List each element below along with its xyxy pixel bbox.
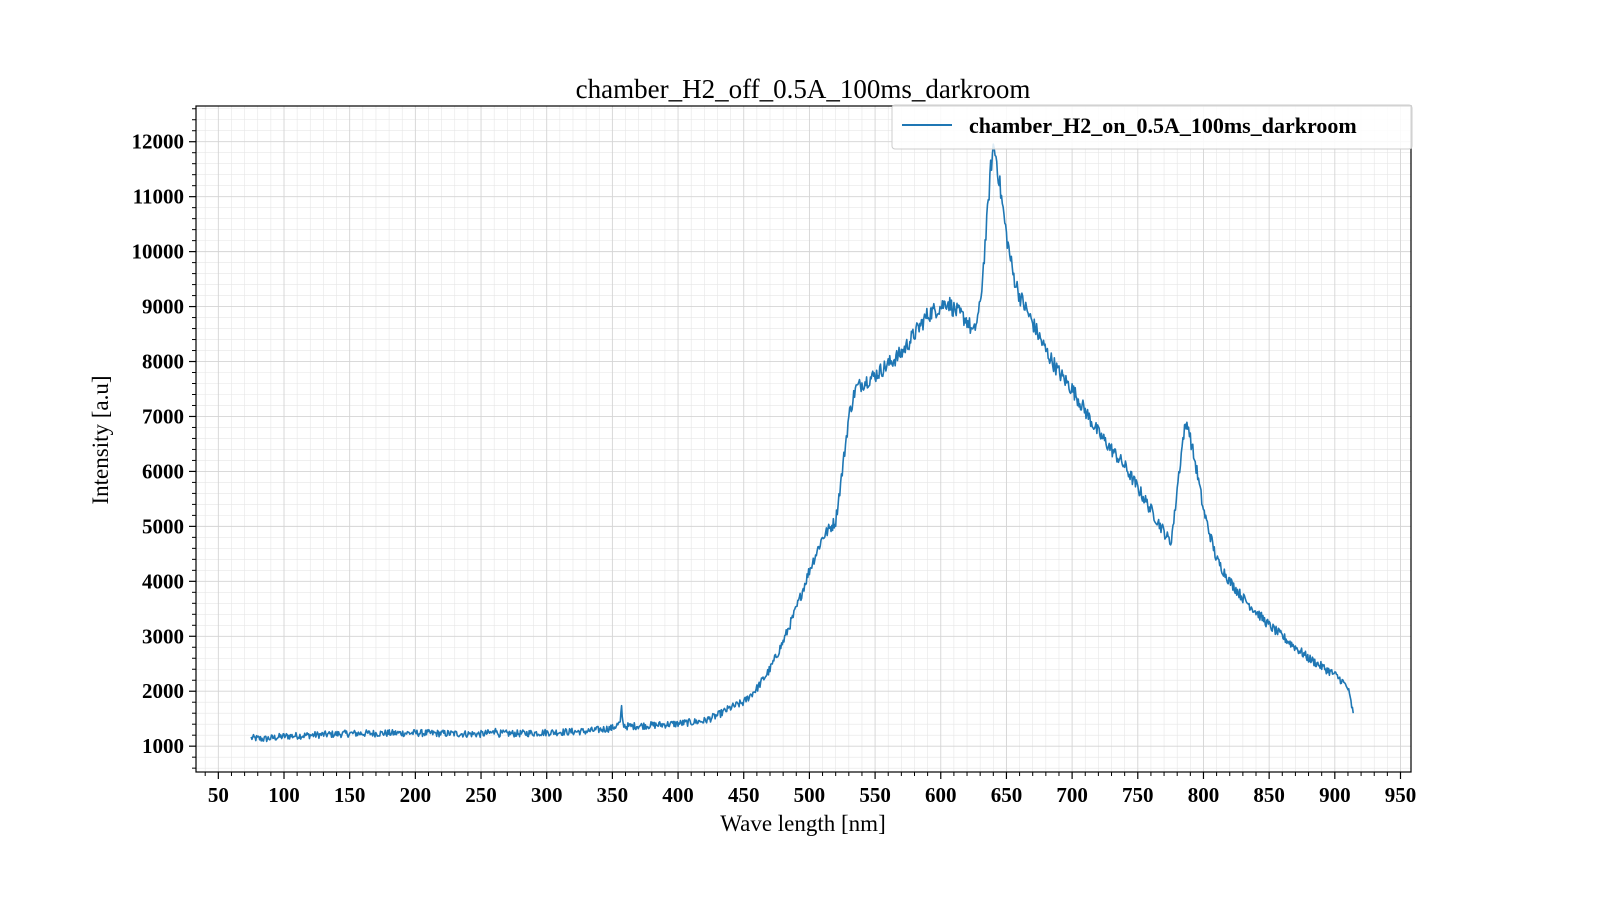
legend-entry-label: chamber_H2_on_0.5A_100ms_darkroom <box>969 113 1357 138</box>
x-tick-label: 400 <box>662 783 694 807</box>
x-axis-label: Wave length [nm] <box>720 811 885 836</box>
x-tick-label: 250 <box>465 783 497 807</box>
tick-labels: 50 100 150 200 250 300 350 400 450 500 550 600 650 70… <box>132 130 1417 807</box>
y-tick-label: 11000 <box>133 185 184 209</box>
x-tick-label: 200 <box>400 783 432 807</box>
legend-box <box>891 104 1413 150</box>
plot-area: 50 100 150 200 250 300 350 400 450 500 550 600 650 70… <box>132 105 1417 807</box>
chart-title: chamber_H2_off_0.5A_100ms_darkroom <box>576 74 1031 104</box>
x-tick-label: 800 <box>1188 783 1220 807</box>
legend: chamber_H2_on_0.5A_100ms_darkroom <box>891 104 1413 150</box>
x-tick-label: 50 <box>208 783 229 807</box>
axes-frame <box>195 105 1412 773</box>
series-line <box>250 143 1355 743</box>
x-tick-label: 700 <box>1056 783 1088 807</box>
x-tick-label: 100 <box>268 783 300 807</box>
x-tick-label: 500 <box>794 783 826 807</box>
x-tick-label: 350 <box>597 783 629 807</box>
x-tick-label: 950 <box>1385 783 1417 807</box>
data-lines <box>250 143 1355 743</box>
y-tick-label: 10000 <box>132 240 185 264</box>
y-tick-label: 8000 <box>142 350 184 374</box>
y-tick-label: 6000 <box>142 459 184 483</box>
y-axis-label: Intensity [a.u] <box>88 375 113 504</box>
x-tick-label: 650 <box>991 783 1023 807</box>
x-tick-label: 750 <box>1122 783 1154 807</box>
y-tick-label: 5000 <box>142 514 184 538</box>
y-tick-label: 3000 <box>142 624 184 648</box>
y-tick-label: 2000 <box>142 679 184 703</box>
y-tick-label: 9000 <box>142 295 184 319</box>
x-tick-label: 300 <box>531 783 563 807</box>
x-tick-label: 900 <box>1319 783 1351 807</box>
axis-ticks <box>189 108 1402 779</box>
y-tick-label: 7000 <box>142 404 184 428</box>
y-tick-label: 12000 <box>132 130 185 154</box>
y-tick-label: 4000 <box>142 569 184 593</box>
x-tick-label: 150 <box>334 783 366 807</box>
x-tick-label: 550 <box>859 783 891 807</box>
minor-grid <box>196 106 1411 772</box>
x-tick-label: 450 <box>728 783 760 807</box>
x-tick-label: 850 <box>1253 783 1285 807</box>
y-tick-label: 1000 <box>142 734 184 758</box>
major-grid <box>196 106 1411 772</box>
x-tick-label: 600 <box>925 783 957 807</box>
